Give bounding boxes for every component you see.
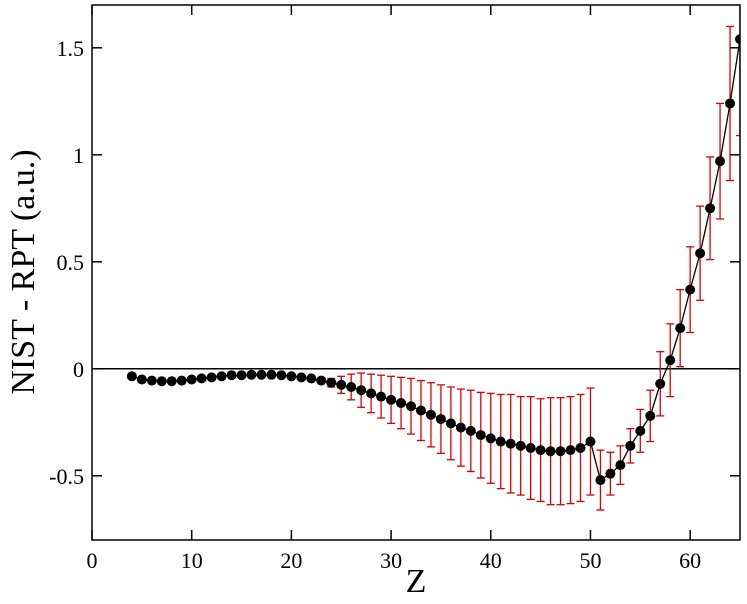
data-point [196, 373, 207, 384]
data-point [316, 375, 327, 386]
data-point [575, 442, 586, 453]
data-point [525, 442, 536, 453]
data-point [276, 370, 287, 381]
data-point [415, 405, 426, 416]
data-point [645, 410, 656, 421]
data-point [545, 446, 556, 457]
data-point [425, 409, 436, 420]
data-point [585, 436, 596, 447]
data-point [435, 414, 446, 425]
data-point [346, 381, 357, 392]
data-point [386, 394, 397, 405]
data-point [735, 34, 740, 45]
data-point [485, 433, 496, 444]
data-point [146, 375, 157, 386]
data-point [296, 372, 307, 383]
data-point [206, 372, 217, 383]
data-point [665, 355, 676, 366]
data-point [406, 401, 417, 412]
data-point [685, 284, 696, 295]
data-point [226, 370, 237, 381]
x-tick-label: 0 [87, 548, 98, 573]
data-point [455, 422, 466, 433]
x-tick-label: 50 [579, 548, 601, 573]
data-point [176, 375, 187, 386]
data-point [256, 369, 267, 380]
data-point [675, 323, 686, 334]
data-point [266, 369, 277, 380]
data-point [216, 371, 227, 382]
data-point [655, 378, 666, 389]
y-axis-label: NIST - RPT (a.u.) [5, 149, 42, 394]
data-point [166, 376, 177, 387]
data-point [475, 430, 486, 441]
data-point [565, 445, 576, 456]
x-tick-label: 10 [181, 548, 203, 573]
y-tick-label: 1.5 [57, 36, 85, 61]
data-point [635, 425, 646, 436]
data-point [625, 440, 636, 451]
data-point [306, 373, 317, 384]
x-tick-label: 30 [380, 548, 402, 573]
data-point [396, 398, 407, 409]
data-point [465, 425, 476, 436]
data-point [136, 374, 147, 385]
y-tick-label: 0.5 [57, 250, 85, 275]
error-bar [736, 5, 740, 137]
x-tick-label: 20 [280, 548, 302, 573]
data-point [236, 370, 247, 381]
plot-area [92, 5, 740, 511]
data-point [615, 460, 626, 471]
x-axis-label: Z [406, 563, 427, 600]
data-point [246, 369, 257, 380]
y-tick-label: 0 [73, 357, 84, 382]
data-point [286, 371, 297, 382]
data-point [605, 468, 616, 479]
data-point [356, 385, 367, 396]
data-point [715, 156, 726, 167]
data-point [535, 445, 546, 456]
data-point [366, 388, 377, 399]
data-point [445, 418, 456, 429]
data-point [126, 371, 137, 382]
data-point [595, 475, 606, 486]
data-point [505, 438, 516, 449]
data-point [156, 376, 167, 387]
x-tick-label: 40 [480, 548, 502, 573]
data-point [695, 248, 706, 259]
data-point [326, 377, 337, 388]
data-point [495, 436, 506, 447]
data-point [705, 203, 716, 214]
y-tick-label: 1 [73, 143, 84, 168]
y-tick-label: -0.5 [49, 464, 84, 489]
data-point [555, 446, 566, 457]
data-point [515, 440, 526, 451]
x-tick-label: 60 [679, 548, 701, 573]
data-point [725, 98, 736, 109]
data-point [336, 379, 347, 390]
plot-frame [91, 4, 741, 541]
data-point [376, 391, 387, 402]
data-point [186, 374, 197, 385]
